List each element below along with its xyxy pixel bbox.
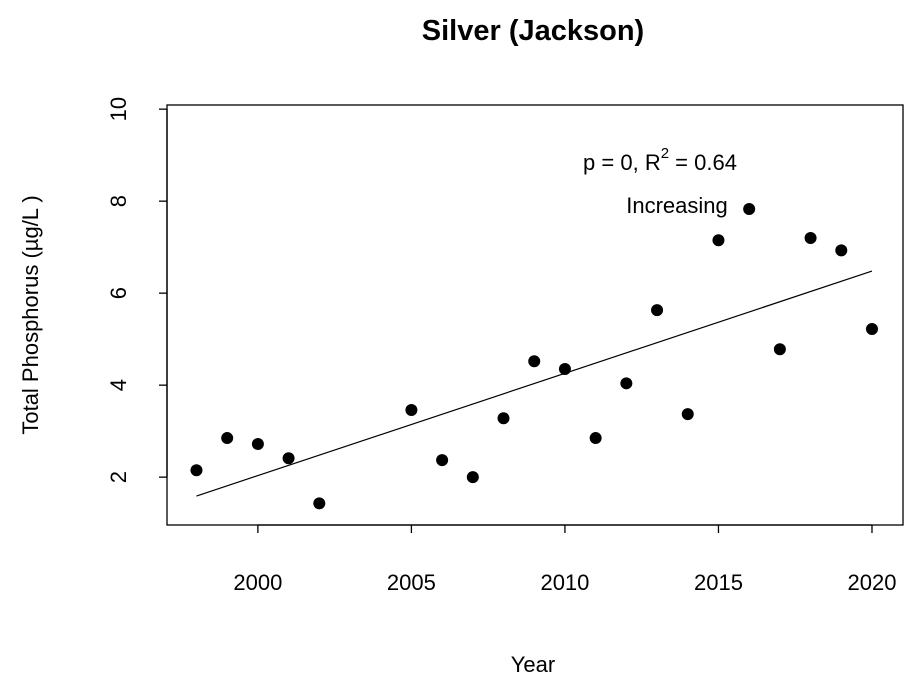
stat-sup: 2 <box>661 145 669 162</box>
point <box>589 432 602 445</box>
point <box>190 464 203 477</box>
point <box>251 438 264 451</box>
x-tick-label: 2005 <box>387 570 436 595</box>
point <box>773 343 786 356</box>
point <box>681 408 694 421</box>
stat-value: = 0.64 <box>669 150 737 175</box>
y-tick-label: 4 <box>106 379 131 391</box>
point <box>405 403 418 416</box>
point <box>528 355 541 368</box>
x-tick-label: 2000 <box>233 570 282 595</box>
x-tick-label: 2015 <box>694 570 743 595</box>
point <box>651 304 664 317</box>
point <box>313 497 326 510</box>
point <box>620 377 633 390</box>
y-axis-label: Total Phosphorus (µg/L ) <box>18 195 43 434</box>
point <box>221 432 234 445</box>
point <box>436 454 449 467</box>
y-tick-label: 10 <box>106 97 131 121</box>
y-tick-label: 8 <box>106 195 131 207</box>
x-axis-label: Year <box>511 652 555 677</box>
point <box>835 244 848 257</box>
chart-title: Silver (Jackson) <box>422 15 644 47</box>
point <box>865 323 878 336</box>
point <box>558 363 571 376</box>
point <box>497 412 510 425</box>
point <box>282 452 295 465</box>
x-tick-label: 2010 <box>540 570 589 595</box>
point <box>466 471 479 484</box>
point <box>712 234 725 247</box>
y-tick-label: 2 <box>106 471 131 483</box>
point <box>804 231 817 244</box>
point <box>743 202 756 215</box>
y-tick-label: 6 <box>106 287 131 299</box>
stat-text: p = 0, R <box>583 150 661 175</box>
direction-annotation: Increasing <box>626 193 728 218</box>
x-tick-label: 2020 <box>848 570 897 595</box>
trend-line <box>196 270 873 497</box>
stat-annotation: p = 0, R2 = 0.64 <box>583 145 737 175</box>
